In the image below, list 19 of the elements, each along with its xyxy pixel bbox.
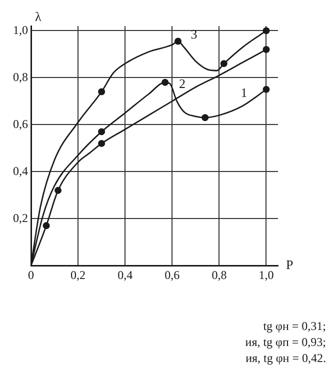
x-tick-label: 0,6 — [164, 268, 180, 282]
y-tick-label: 0,8 — [13, 70, 28, 84]
y-axis-title: λ — [35, 8, 42, 24]
x-tick-label: 0,8 — [212, 268, 227, 282]
x-tick-label: 0 — [28, 268, 34, 282]
x-tick-label: 0,4 — [118, 268, 133, 282]
y-tick-label: 1,0 — [13, 22, 28, 37]
y-tick-label: 0,2 — [13, 210, 28, 225]
series-label: 1 — [240, 85, 248, 100]
series-label: 3 — [190, 26, 198, 42]
text: ия, tg φн = 0,42. — [244, 350, 326, 366]
text: ия, tg φп = 0,93; — [244, 334, 326, 350]
x-tick-label: 1,0 — [258, 268, 274, 282]
x-axis-title: P — [286, 257, 294, 272]
y-tick-label: 0,6 — [13, 116, 28, 131]
text: tg φн = 0,31; — [262, 318, 326, 334]
series-label: 2 — [179, 76, 186, 92]
y-tick-label: 0,4 — [13, 164, 28, 178]
x-tick-label: 0,2 — [70, 268, 86, 282]
